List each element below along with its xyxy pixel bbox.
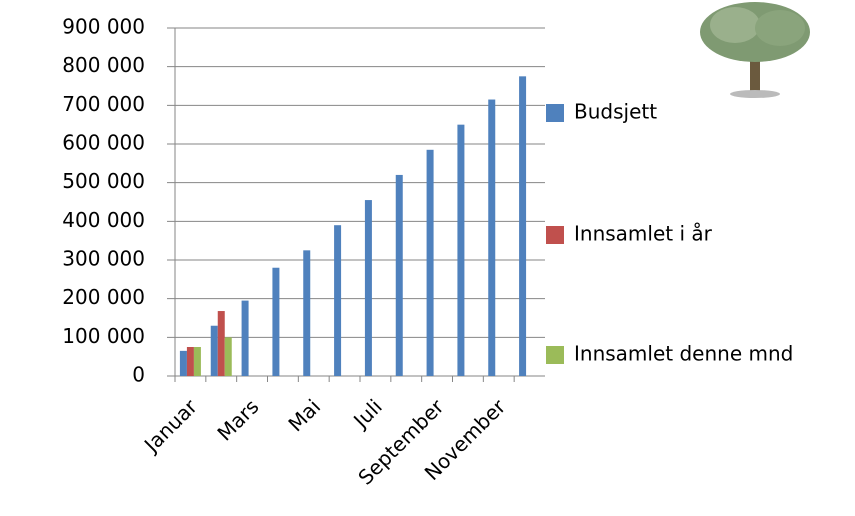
bar (272, 267, 280, 376)
bar (334, 225, 342, 376)
bar (193, 347, 201, 376)
bar (217, 311, 225, 376)
legend-label: Innsamlet denne mnd (574, 342, 793, 366)
bar (241, 300, 249, 376)
bar (364, 200, 372, 376)
bar (519, 76, 527, 376)
y-tick-label: 0 (132, 363, 145, 387)
x-tick-label: Juli (347, 394, 386, 433)
y-tick-label: 700 000 (62, 92, 145, 116)
y-tick-label: 200 000 (62, 285, 145, 309)
bar (224, 337, 232, 376)
bar (303, 250, 311, 376)
legend-label: Innsamlet i år (574, 222, 713, 246)
legend-swatch (546, 226, 564, 244)
legend-swatch (546, 104, 564, 122)
y-tick-label: 100 000 (62, 324, 145, 348)
x-tick-label: Mai (283, 394, 325, 436)
bar (395, 174, 403, 376)
bar (457, 124, 465, 377)
y-tick-label: 800 000 (62, 53, 145, 77)
y-tick-label: 300 000 (62, 247, 145, 271)
y-tick-label: 900 000 (62, 15, 145, 39)
bar (426, 149, 434, 376)
bar (488, 99, 496, 377)
x-tick-label: Januar (138, 394, 202, 458)
bar (186, 347, 194, 376)
bar (210, 325, 218, 376)
bar (179, 350, 187, 376)
legend-label: Budsjett (574, 100, 657, 124)
legend-swatch (546, 346, 564, 364)
y-tick-label: 400 000 (62, 208, 145, 232)
money-tree (700, 2, 810, 98)
y-tick-label: 600 000 (62, 131, 145, 155)
y-tick-label: 500 000 (62, 169, 145, 193)
x-tick-label: Mars (212, 394, 263, 445)
